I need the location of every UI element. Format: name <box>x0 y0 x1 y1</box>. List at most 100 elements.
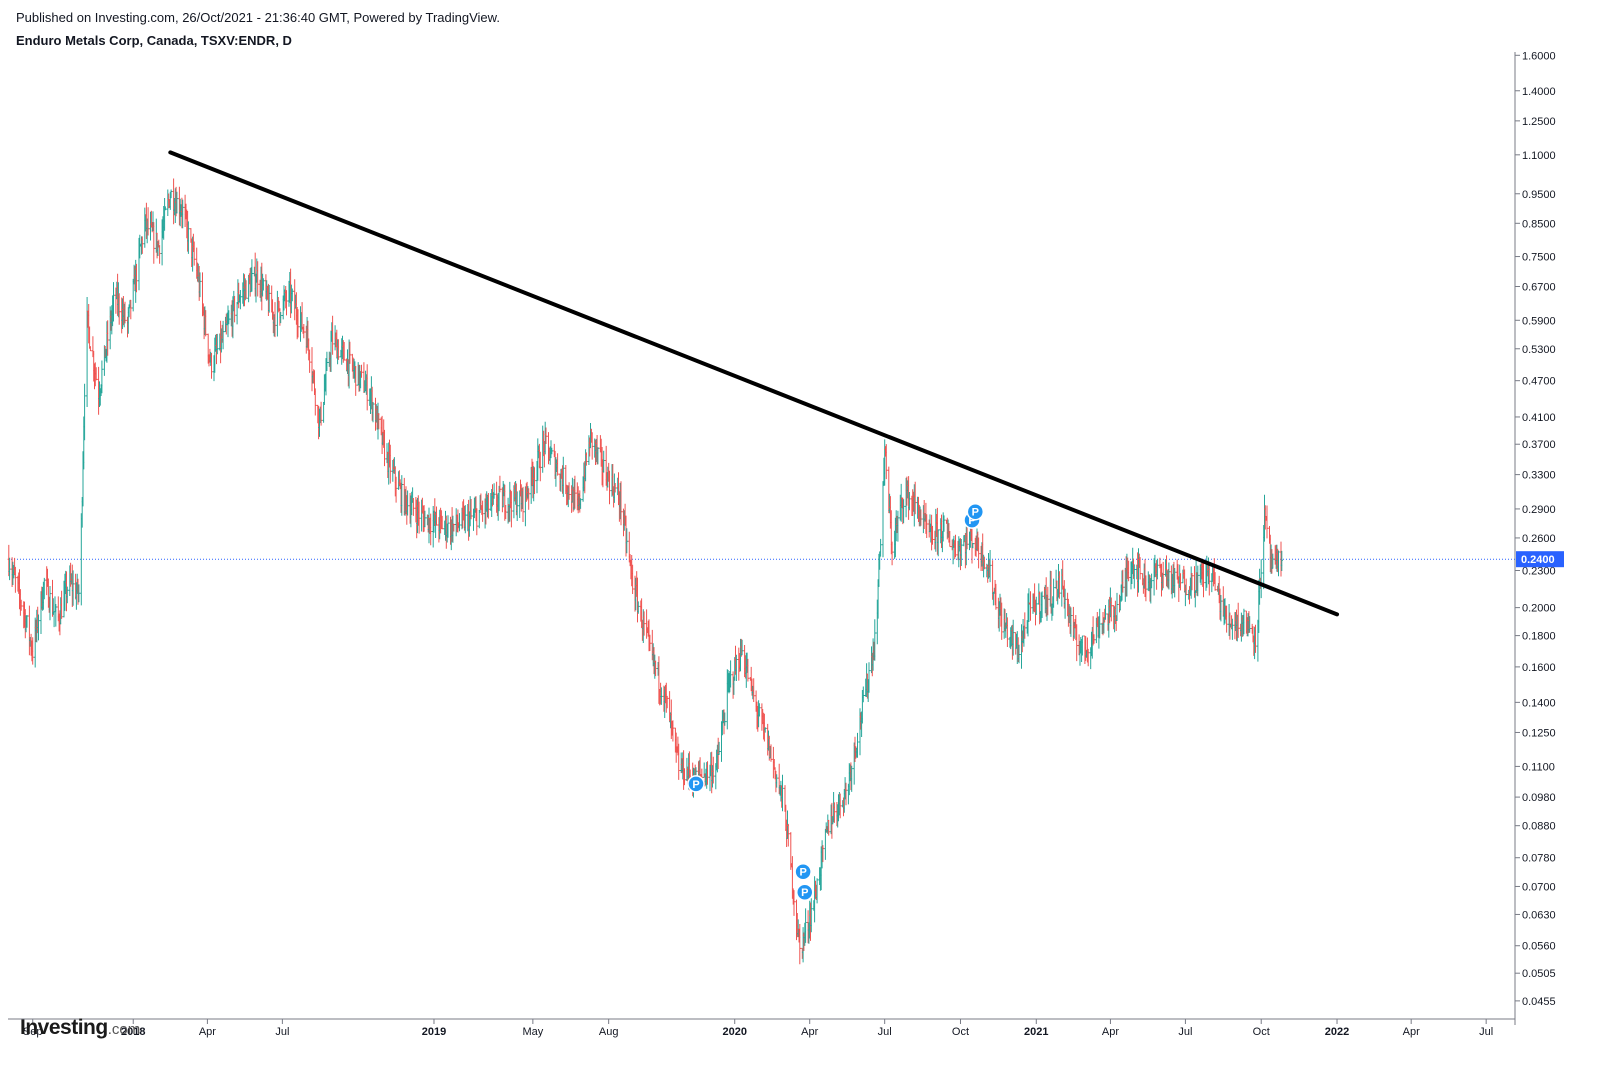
ohlc-bar <box>642 611 646 636</box>
x-tick-label: Apr <box>1102 1026 1119 1038</box>
ohlc-bar <box>919 509 923 526</box>
ohlc-bar <box>28 605 31 656</box>
ohlc-bar <box>856 732 859 758</box>
x-tick-label: Apr <box>199 1026 216 1038</box>
ohlc-bar <box>596 447 600 465</box>
ohlc-bar <box>1081 635 1084 656</box>
ohlc-bars <box>7 178 1283 965</box>
ohlc-bar <box>810 898 813 933</box>
ohlc-bar <box>775 774 778 788</box>
ohlc-bar <box>1127 560 1130 582</box>
logo-suffix: .com <box>107 1021 141 1038</box>
ohlc-bar <box>1202 563 1205 598</box>
y-tick-label: 0.5900 <box>1522 315 1556 327</box>
ohlc-bar <box>429 513 432 546</box>
ohlc-bar <box>567 482 571 500</box>
ohlc-bar <box>931 525 934 545</box>
ohlc-bar <box>544 427 548 444</box>
ohlc-bar <box>285 290 288 316</box>
ohlc-bar <box>239 290 242 310</box>
x-tick-label: 2020 <box>722 1026 746 1038</box>
ohlc-bar <box>654 660 657 677</box>
ohlc-bar <box>337 339 340 360</box>
ohlc-bar <box>839 793 842 819</box>
marker-circle <box>796 883 814 901</box>
ohlc-bar <box>302 324 305 339</box>
y-tick-label: 0.1100 <box>1522 761 1555 773</box>
ohlc-bar <box>152 222 155 264</box>
ohlc-bar <box>971 543 974 549</box>
published-info: Published on Investing.com, 26/Oct/2021 … <box>16 10 500 25</box>
marker-circle <box>794 862 812 881</box>
y-tick-label: 0.0505 <box>1522 968 1556 980</box>
y-tick-label: 0.4100 <box>1522 412 1556 424</box>
ohlc-bar <box>666 695 669 709</box>
ohlc-bar <box>521 486 525 522</box>
ohlc-bar <box>908 492 911 511</box>
y-tick-label: 1.2500 <box>1522 116 1556 128</box>
ohlc-bar <box>377 413 380 430</box>
ohlc-bar <box>31 637 34 665</box>
ohlc-bar <box>1046 586 1049 616</box>
ohlc-bar <box>960 539 963 566</box>
ohlc-bar <box>510 491 513 528</box>
ohlc-bar <box>77 584 81 603</box>
ohlc-bar <box>1023 612 1026 639</box>
last-price-label: 0.2400 <box>1521 554 1555 566</box>
ohlc-bar <box>112 282 115 322</box>
ohlc-bar <box>1006 617 1009 647</box>
ohlc-bar <box>804 908 807 943</box>
ohlc-bar <box>383 429 386 467</box>
trend-line <box>168 150 1340 617</box>
ohlc-bar <box>1035 596 1038 615</box>
ohlc-bar <box>1179 573 1182 591</box>
y-tick-label: 0.1800 <box>1522 631 1556 643</box>
y-tick-label: 0.0880 <box>1522 821 1556 833</box>
ohlc-bar <box>746 658 750 682</box>
y-tick-label: 0.0780 <box>1522 853 1556 865</box>
y-tick-label: 0.0455 <box>1522 996 1556 1008</box>
ohlc-bar <box>175 191 179 214</box>
ohlc-bar <box>435 506 438 526</box>
investing-logo: Investing .com <box>20 1016 140 1040</box>
ohlc-bar <box>89 346 92 352</box>
ohlc-bar <box>815 878 819 904</box>
x-tick-label: 2019 <box>422 1026 446 1038</box>
ohlc-bar <box>366 364 369 411</box>
y-tick-label: 0.5300 <box>1522 344 1556 356</box>
ohlc-bar <box>1110 597 1113 622</box>
ohlc-bar <box>394 476 398 503</box>
x-tick-label: Jul <box>878 1026 892 1038</box>
ohlc-bar <box>579 498 582 509</box>
ohlc-bar <box>1098 608 1101 639</box>
ohlc-bar <box>325 351 329 371</box>
ohlc-bar <box>1280 550 1283 571</box>
ohlc-bar <box>296 309 300 338</box>
ohlc-bar <box>948 531 951 548</box>
ohlc-bar <box>268 285 271 313</box>
ohlc-bar <box>1213 572 1217 591</box>
ohlc-bar <box>319 401 323 426</box>
ohlc-bar <box>417 501 421 534</box>
ohlc-bar <box>862 686 865 703</box>
y-tick-label: 1.1000 <box>1522 150 1556 162</box>
ohlc-bar <box>671 720 675 742</box>
ohlc-bar <box>550 447 553 455</box>
ohlc-bar <box>169 189 173 199</box>
y-tick-label: 0.0630 <box>1522 909 1556 921</box>
ohlc-bar <box>83 383 86 441</box>
ohlc-bar <box>1029 591 1032 621</box>
ohlc-bar <box>100 360 104 394</box>
ohlc-bar <box>475 508 478 536</box>
ohlc-bar <box>66 586 69 604</box>
ohlc-bar <box>844 782 848 806</box>
ohlc-bar <box>516 491 519 521</box>
ohlc-bar <box>1063 588 1067 619</box>
ohlc-bar <box>233 296 236 323</box>
y-tick-label: 0.2600 <box>1522 533 1556 545</box>
marker-label: P <box>972 507 979 519</box>
ohlc-bar <box>193 241 196 266</box>
ohlc-bar <box>400 475 403 516</box>
ohlc-bar <box>1265 505 1269 539</box>
